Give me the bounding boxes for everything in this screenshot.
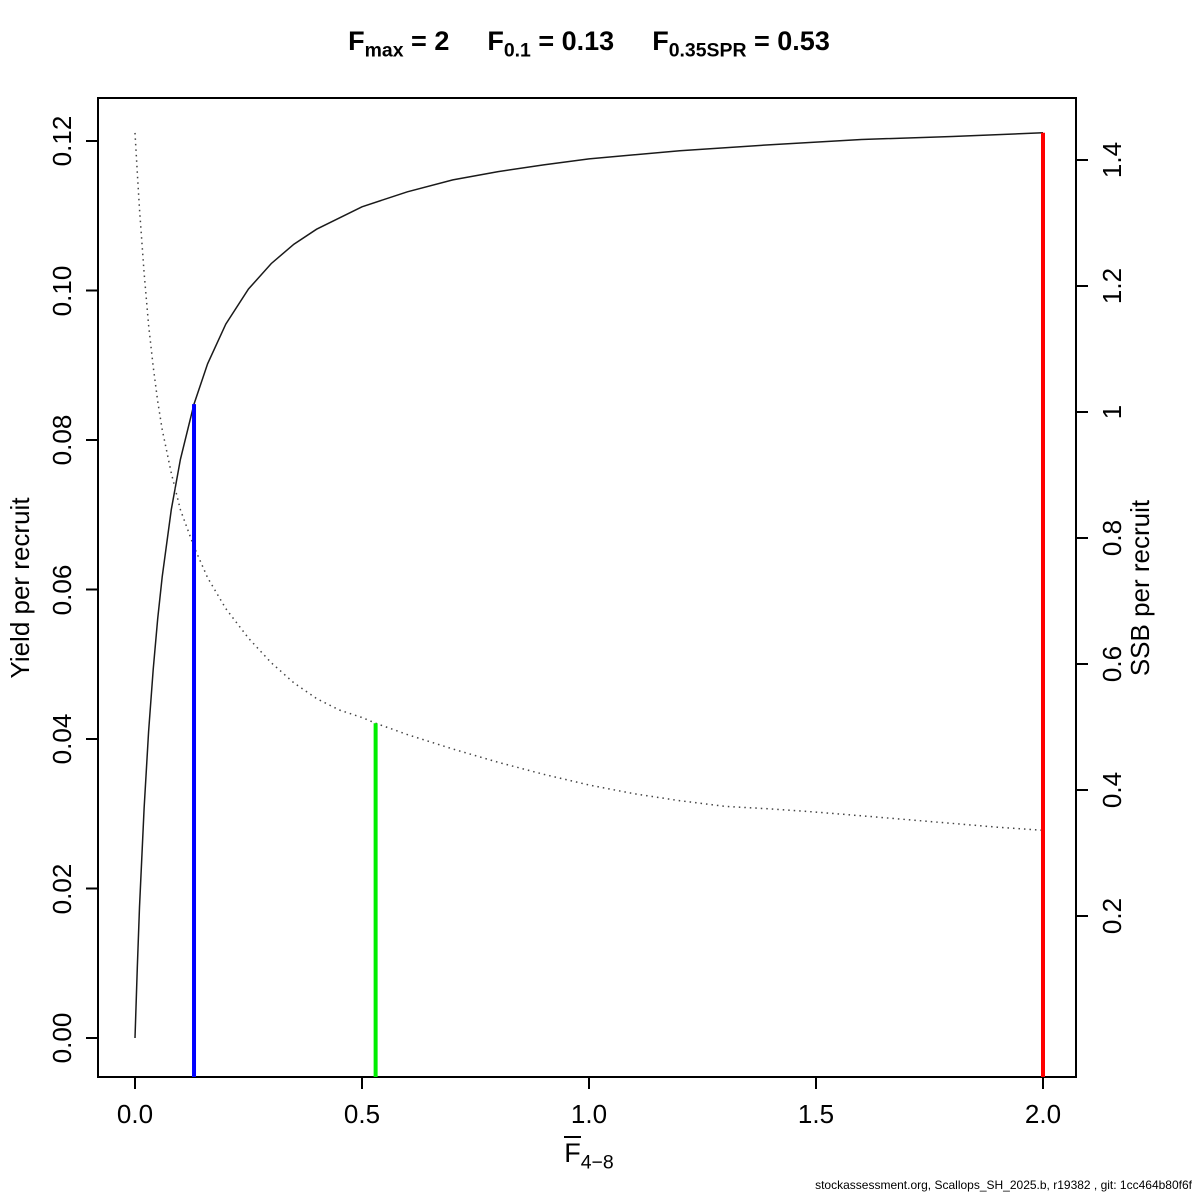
x-tick-label: 0.5 [343, 1099, 381, 1129]
right-tick-label: 0.6 [1097, 645, 1127, 683]
left-tick-label: 0.02 [47, 863, 77, 914]
title-term-F0.1: F0.1 = 0.13 [487, 26, 615, 62]
x-axis-title-sub: 4−8 [580, 1151, 614, 1174]
right-axis-title: SSB per recruit [1125, 499, 1155, 677]
left-tick-label: 0.06 [47, 564, 77, 615]
left-tick-label: 0.04 [47, 713, 77, 765]
right-tick-label: 1.2 [1097, 267, 1127, 305]
x-axis-title-base: F [564, 1136, 581, 1168]
right-tick-label: 0.4 [1097, 771, 1127, 809]
title-term-Fmax: Fmax = 2 [348, 26, 450, 62]
x-tick-label: 1.5 [797, 1099, 835, 1129]
ssb-per-recruit-curve [134, 132, 1044, 832]
left-tick-label: 0.12 [47, 115, 77, 167]
right-tick-label: 1.4 [1097, 141, 1127, 179]
plot-box [97, 97, 1077, 1078]
x-tick-label: 2.0 [1024, 1099, 1062, 1129]
plot-title: Fmax = 2 F0.1 = 0.13 F0.35SPR = 0.53 [0, 26, 1178, 62]
left-axis-title: Yield per recruit [5, 497, 35, 679]
left-tick-label: 0.00 [47, 1012, 77, 1064]
right-tick-label: 1 [1097, 404, 1127, 420]
right-tick-label: 0.2 [1097, 897, 1127, 935]
yield-per-recruit-curve [134, 132, 1044, 1039]
right-tick-label: 0.8 [1097, 519, 1127, 557]
left-tick-label: 0.10 [47, 265, 77, 316]
footer-watermark: stockassessment.org, Scallops_SH_2025.b,… [815, 1178, 1192, 1192]
x-tick-label: 0.0 [116, 1099, 154, 1129]
title-term-F0.35SPR: F0.35SPR = 0.53 [652, 26, 830, 62]
x-axis-title: F4−8 [489, 1136, 689, 1174]
left-tick-label: 0.08 [47, 414, 77, 466]
x-tick-label: 1.0 [570, 1099, 608, 1129]
